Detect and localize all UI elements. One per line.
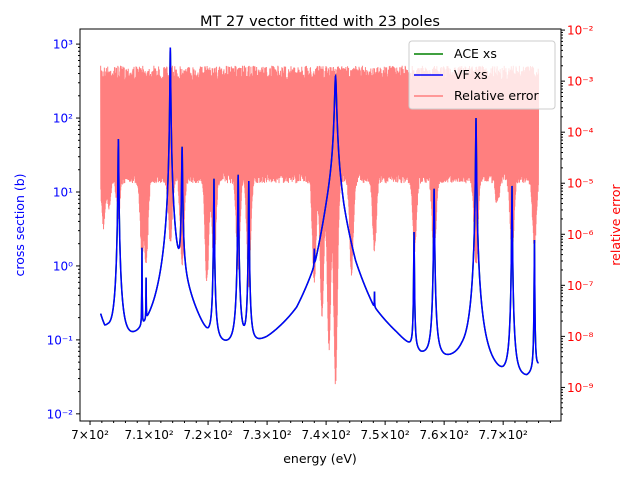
x-tick-label: 7×10² (71, 428, 109, 442)
x-tick-label: 7.4×10² (301, 428, 350, 442)
left-tick-label: 10¹ (53, 185, 73, 199)
right-tick-label: 10⁻² (567, 24, 594, 38)
left-axis-ticks: 10⁻² 10⁻¹ 10⁰ 10¹ 10² 10³ (47, 38, 80, 421)
x-tick-label: 7.6×10² (420, 428, 469, 442)
x-tick-label: 7.7×10² (479, 428, 528, 442)
left-tick-label: 10⁰ (53, 259, 73, 273)
relative-error-line (100, 65, 540, 385)
left-tick-label: 10⁻¹ (47, 333, 74, 347)
legend: ACE xs VF xs Relative error (408, 40, 556, 110)
chart-title: MT 27 vector fitted with 23 poles (200, 14, 440, 30)
legend-label-ace: ACE xs (454, 46, 497, 61)
vf-xs-series (99, 47, 539, 376)
x-axis-label: energy (eV) (283, 451, 357, 466)
left-tick-label: 10⁻² (47, 407, 74, 421)
right-axis-ticks: 10⁻⁹ 10⁻⁸ 10⁻⁷ 10⁻⁶ 10⁻⁵ 10⁻⁴ 10⁻³ 10⁻² (561, 24, 594, 415)
x-tick-label: 7.2×10² (183, 428, 232, 442)
right-tick-label: 10⁻⁹ (567, 381, 594, 395)
left-tick-label: 10³ (53, 38, 73, 52)
right-tick-label: 10⁻⁴ (567, 126, 594, 140)
left-tick-label: 10² (53, 112, 73, 126)
x-tick-label: 7.1×10² (124, 428, 173, 442)
x-axis-ticks: 7×10² 7.1×10² 7.2×10² 7.3×10² 7.4×10² 7.5×10²… (71, 421, 551, 442)
right-tick-label: 10⁻⁶ (567, 228, 594, 242)
left-axis-label: cross section (b) (12, 173, 27, 276)
legend-label-vf: VF xs (454, 67, 488, 82)
legend-box (408, 40, 556, 110)
right-tick-label: 10⁻³ (567, 75, 594, 89)
vf-xs-line (99, 47, 539, 376)
legend-label-error: Relative error (454, 88, 540, 103)
plot-frame (79, 28, 562, 422)
x-tick-label: 7.5×10² (361, 428, 410, 442)
right-axis-label: relative error (608, 183, 623, 265)
right-tick-label: 10⁻⁷ (567, 279, 594, 293)
x-tick-label: 7.3×10² (242, 428, 291, 442)
right-tick-label: 10⁻⁸ (567, 330, 594, 344)
relative-error-series (100, 65, 540, 385)
right-tick-label: 10⁻⁵ (567, 177, 594, 191)
